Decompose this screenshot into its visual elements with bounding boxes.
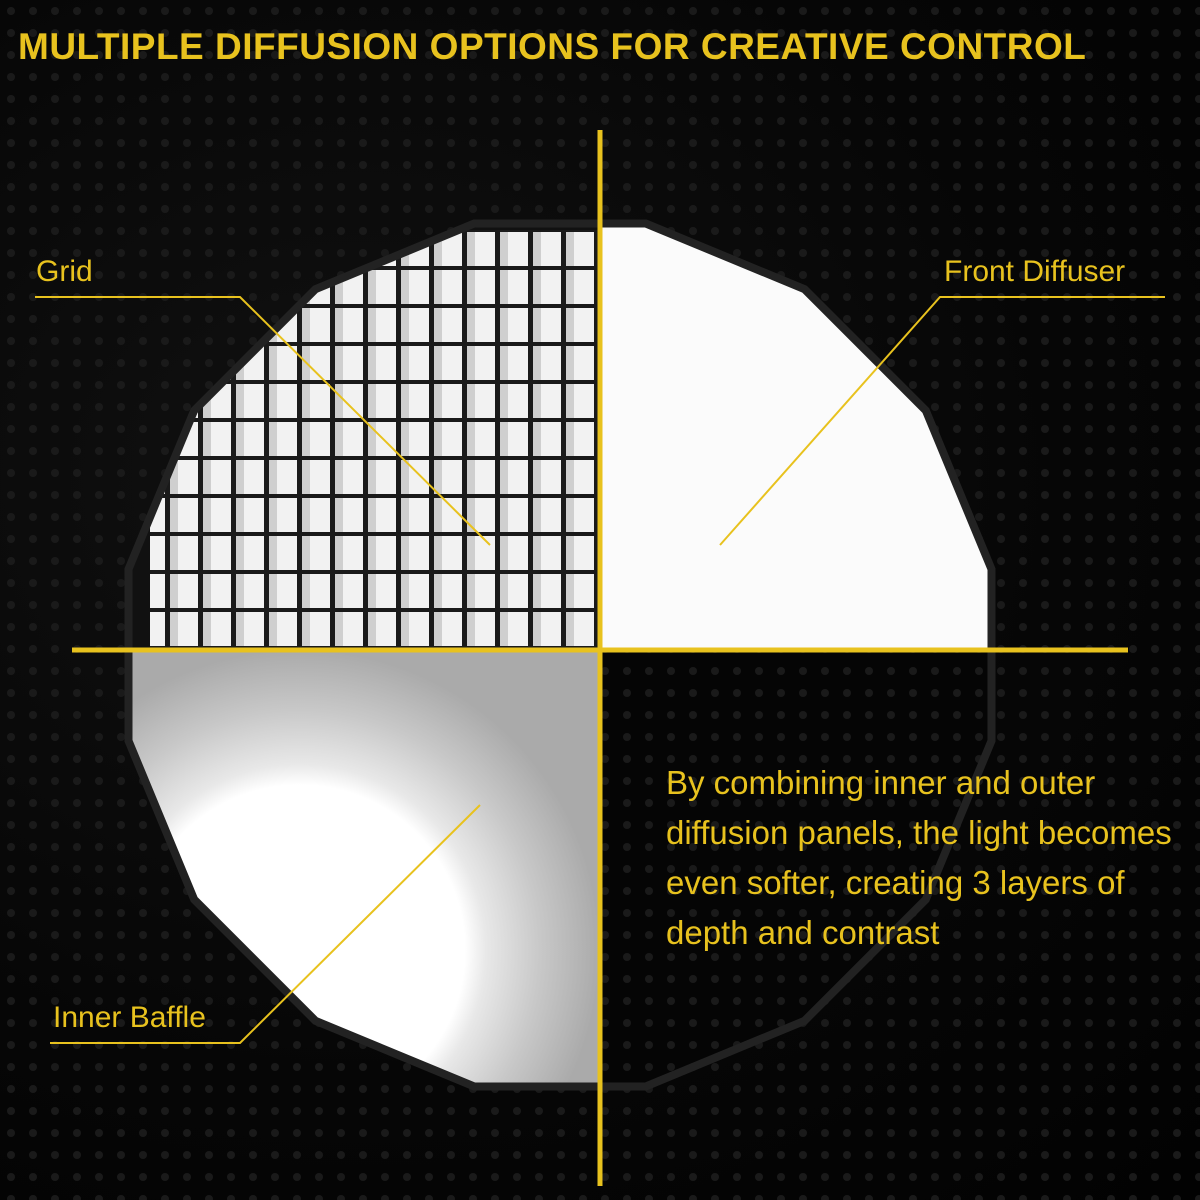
description-text: By combining inner and outer diffusion p… — [666, 764, 1172, 951]
softbox-rim — [124, 219, 996, 1091]
grid-label: Grid — [36, 255, 93, 288]
front-diffuser-label: Front Diffuser — [944, 255, 1126, 288]
inner-baffle-leader-line — [50, 804, 481, 1044]
grid-leader-line — [35, 296, 491, 546]
page-title: MULTIPLE DIFFUSION OPTIONS FOR CREATIVE … — [18, 26, 1087, 67]
front-diffuser-leader-line — [719, 296, 1165, 546]
inner-baffle-label: Inner Baffle — [53, 1001, 206, 1034]
